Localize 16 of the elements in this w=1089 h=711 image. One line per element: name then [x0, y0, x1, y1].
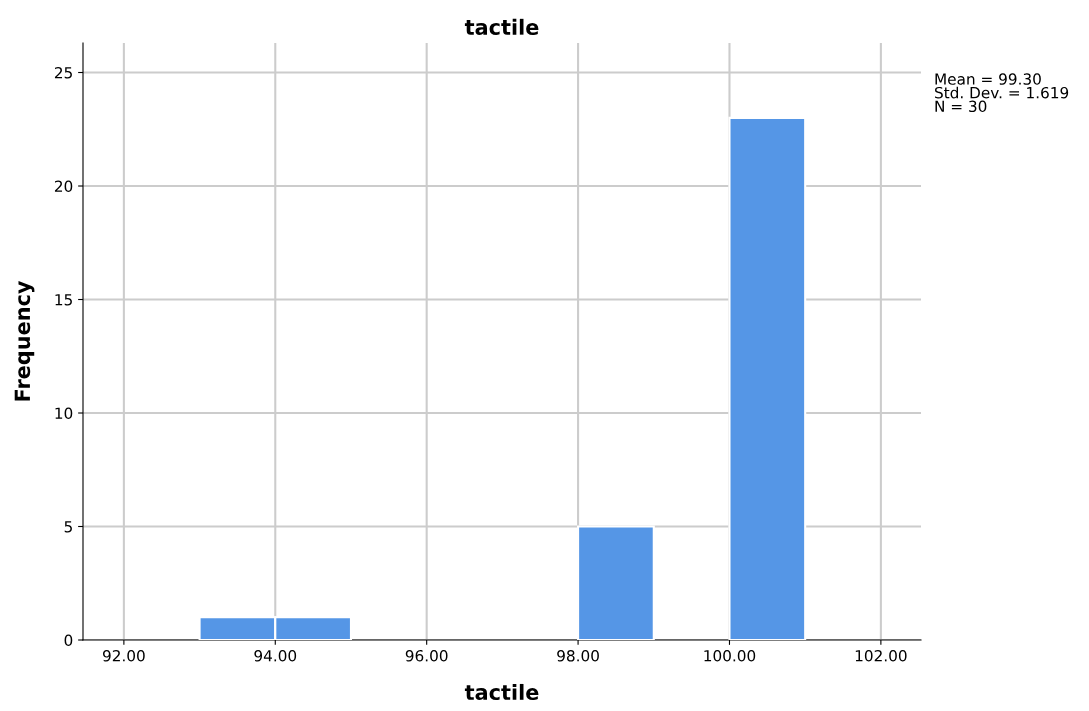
- x-tick-label: 100.00: [704, 649, 756, 662]
- y-tick-label: 20: [54, 180, 73, 193]
- y-tick-label: 5: [64, 521, 72, 533]
- y-tick-label: 25: [54, 66, 72, 79]
- x-axis-title: tactile: [464, 683, 539, 701]
- y-tick-label: 15: [55, 294, 72, 306]
- x-tick-label: 92.00: [102, 649, 145, 662]
- y-tick-label: 0: [64, 634, 73, 647]
- y-tick-label: 10: [55, 407, 73, 420]
- x-tick-label: 96.00: [405, 649, 448, 662]
- x-tick-label: 102.00: [855, 649, 907, 662]
- x-tick-label: 94.00: [254, 649, 297, 662]
- y-axis-title: Frequency: [14, 280, 35, 401]
- x-tick-label: 98.00: [557, 649, 599, 662]
- chart-title: tactile: [464, 18, 539, 35]
- text: Mean = 99.30 Std. Dev. = 1.619 N = 30: [935, 73, 1069, 113]
